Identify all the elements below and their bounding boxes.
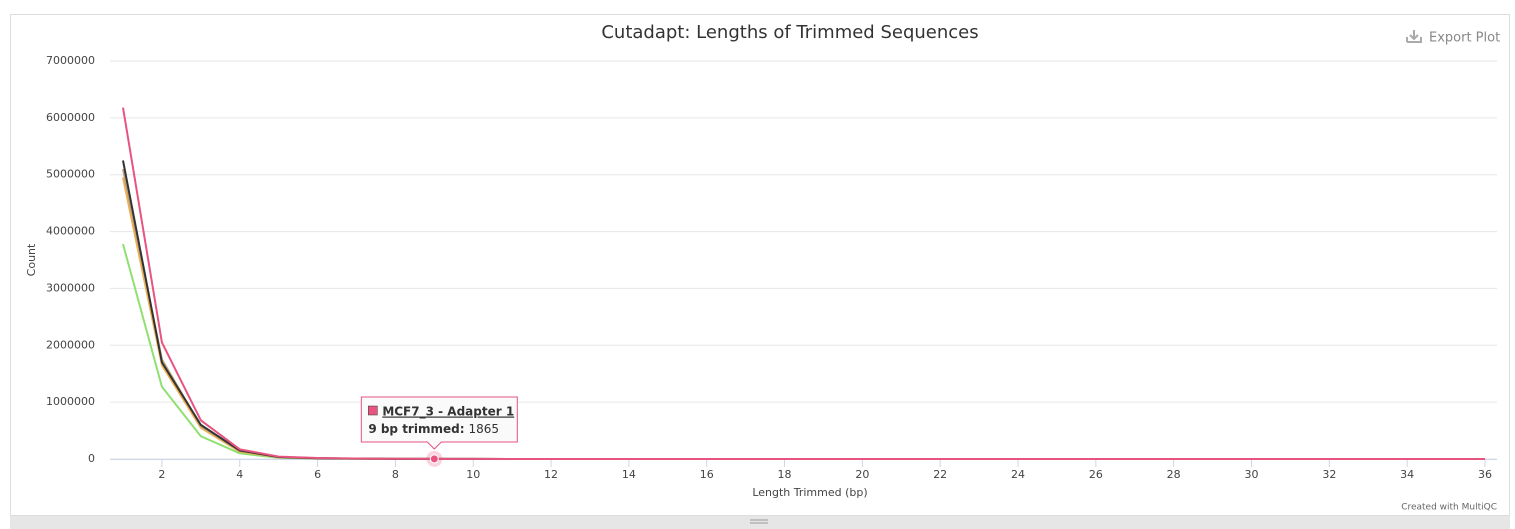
hover-point <box>429 454 439 464</box>
y-tick-label: 6000000 <box>46 111 95 124</box>
tooltip-swatch <box>368 405 378 416</box>
tooltip-series: MCF7_3 - Adapter 1 <box>382 405 514 420</box>
x-axis-label: Length Trimmed (bp) <box>752 486 867 499</box>
tooltip-box <box>360 396 518 450</box>
y-tick-label: 7000000 <box>46 54 95 67</box>
tooltip-value: 1865 <box>469 422 500 436</box>
x-tick-label: 4 <box>236 468 243 481</box>
x-tick-label: 26 <box>1089 468 1103 481</box>
x-tick-label: 14 <box>622 468 636 481</box>
tooltip-line: 9 bp trimmed: 1865 <box>368 422 499 436</box>
x-tick-label: 20 <box>855 468 869 481</box>
x-tick-label: 30 <box>1245 468 1259 481</box>
x-tick-label: 18 <box>778 468 792 481</box>
export-label[interactable]: Export Plot <box>1429 31 1500 46</box>
credit: Created with MultiQC <box>1401 503 1497 513</box>
x-tick-label: 36 <box>1478 468 1492 481</box>
y-tick-label: 4000000 <box>46 225 95 238</box>
y-tick-label: 0 <box>88 452 95 465</box>
x-tick-label: 2 <box>158 468 165 481</box>
tooltip-x: 9 bp trimmed: <box>368 422 464 436</box>
y-tick-label: 2000000 <box>46 338 95 351</box>
x-tick-label: 32 <box>1322 468 1336 481</box>
x-tick-label: 16 <box>700 468 714 481</box>
export-button[interactable]: Export Plot <box>1406 30 1500 46</box>
chart-title: Cutadapt: Lengths of Trimmed Sequences <box>601 22 978 43</box>
x-tick-label: 8 <box>392 468 399 481</box>
frame <box>10 14 1510 516</box>
x-tick-label: 6 <box>314 468 321 481</box>
y-tick-label: 5000000 <box>46 168 95 181</box>
y-axis-label: Count <box>25 243 38 276</box>
x-tick-label: 28 <box>1167 468 1181 481</box>
x-tick-label: 12 <box>544 468 558 481</box>
series-line <box>122 107 1485 460</box>
x-tick-label: 24 <box>1011 468 1025 481</box>
y-tick-label: 1000000 <box>46 395 95 408</box>
x-tick-label: 34 <box>1400 468 1414 481</box>
x-tick-label: 10 <box>466 468 480 481</box>
tooltip: MCF7_3 - Adapter 1 9 bp trimmed: 1865 <box>360 396 518 450</box>
y-tick-label: 3000000 <box>46 281 95 294</box>
export-icon <box>1406 30 1422 43</box>
x-tick-label: 22 <box>933 468 947 481</box>
